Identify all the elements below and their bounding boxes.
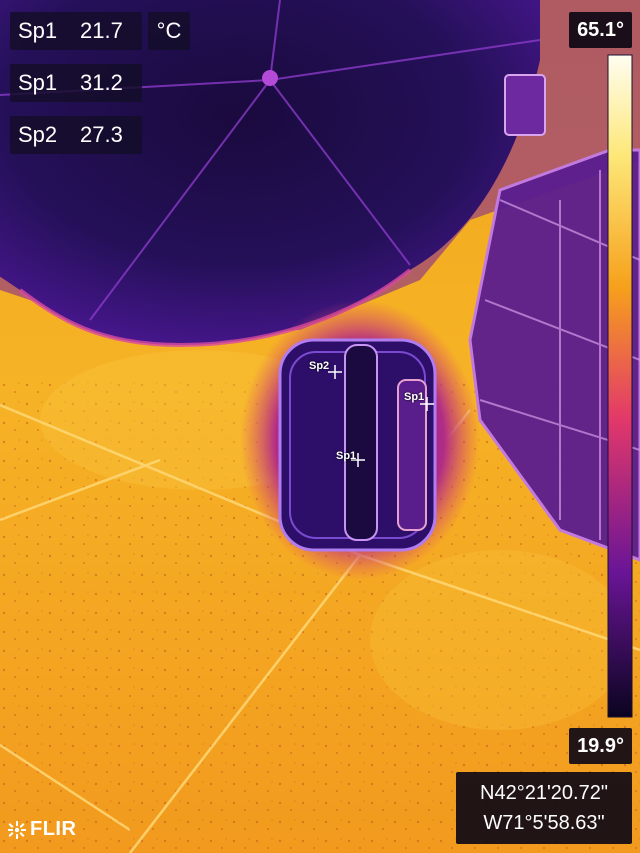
- scale-min-label: 19.9°: [569, 728, 632, 764]
- spot-readout-label: Sp1: [18, 18, 58, 43]
- marker-label-sp1-right: Sp1: [404, 391, 425, 403]
- spot-marker-sp2: [328, 365, 342, 379]
- marker-label-sp1-center: Sp1: [336, 450, 357, 462]
- flir-logo-icon: [8, 820, 26, 839]
- flir-logo: FLIR: [8, 818, 76, 841]
- spot-readout-3: Sp2 27.3: [10, 116, 142, 154]
- gps-coordinates: N42°21'20.72" W71°5'58.63": [456, 772, 632, 844]
- spot-readout-label: Sp2: [18, 122, 58, 147]
- gps-latitude: N42°21'20.72": [480, 782, 608, 804]
- gps-longitude: W71°5'58.63": [483, 812, 605, 834]
- temperature-scale-bar: [607, 54, 633, 718]
- spot-marker-sp1-center: [351, 453, 365, 467]
- spot-readout-value: 31.2: [80, 70, 123, 95]
- spot-readout-1: Sp1 21.7: [10, 12, 142, 50]
- temperature-unit: °C: [148, 12, 190, 50]
- cooler-object: [240, 300, 480, 580]
- spot-readout-value: 21.7: [80, 18, 123, 43]
- spot-readout-label: Sp1: [18, 70, 58, 95]
- spot-readout-2: Sp1 31.2: [10, 64, 142, 102]
- flir-logo-text: FLIR: [30, 818, 77, 840]
- spot-readout-value: 27.3: [80, 122, 123, 147]
- spot-marker-sp1-right: [420, 397, 434, 411]
- marker-label-sp2: Sp2: [309, 360, 330, 372]
- scale-max-label: 65.1°: [569, 12, 632, 48]
